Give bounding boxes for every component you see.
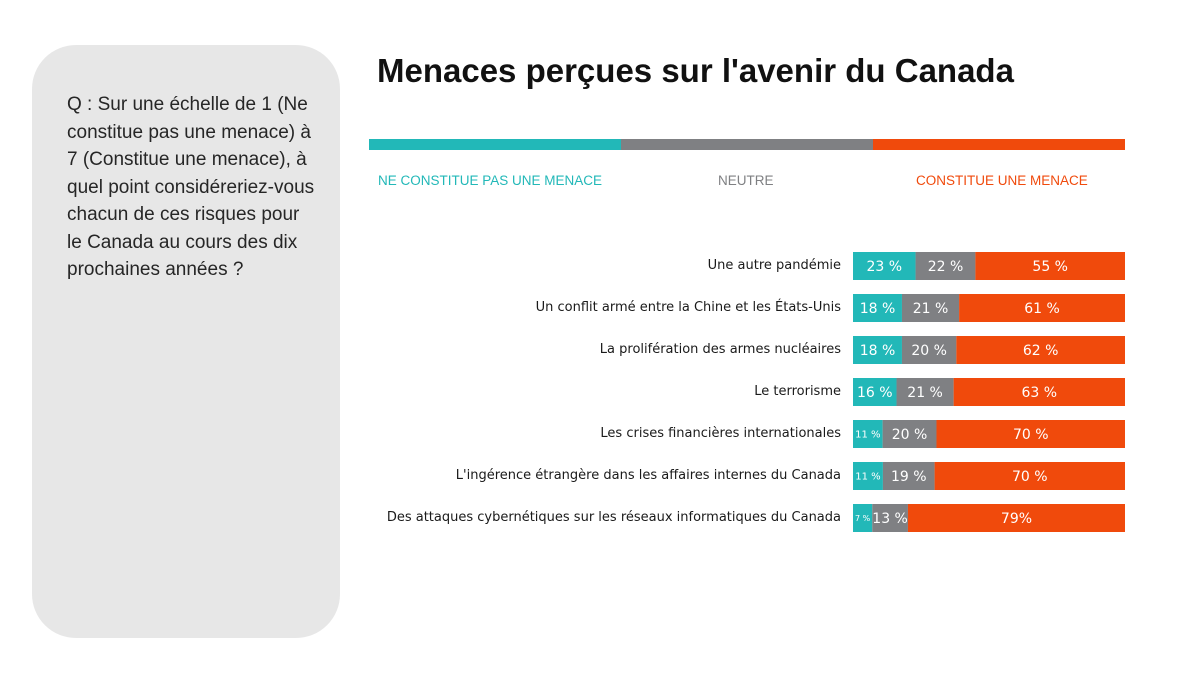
data-label-not-threat: 11 % (855, 430, 880, 441)
data-label-neutral: 22 % (928, 259, 964, 275)
scale-segment-threat (873, 139, 1125, 150)
bar-segment-not-threat (853, 336, 902, 364)
data-label-not-threat: 11 % (855, 472, 880, 483)
bar-segment-threat (953, 378, 1125, 406)
bar-segment-not-threat (853, 420, 883, 448)
scale-segment-neutral (621, 139, 873, 150)
bar-segment-neutral (872, 504, 908, 532)
category-label: La prolifération des armes nucléaires (600, 342, 841, 357)
bar-segment-threat (959, 294, 1125, 322)
data-label-threat: 55 % (1032, 259, 1068, 275)
data-label-not-threat: 16 % (857, 385, 893, 401)
bar-segment-threat (936, 420, 1125, 448)
chart-title: Menaces perçues sur l'avenir du Canada (377, 52, 1014, 89)
bar-segment-neutral (901, 336, 957, 364)
data-label-neutral: 20 % (911, 343, 947, 359)
scale-segment-not-threat (369, 139, 621, 150)
bar-segment-neutral (882, 462, 935, 490)
data-label-neutral: 21 % (907, 385, 943, 401)
data-label-not-threat: 18 % (860, 343, 896, 359)
category-label: L'ingérence étrangère dans les affaires … (456, 468, 841, 483)
bar-segment-not-threat (853, 462, 883, 490)
data-label-not-threat: 18 % (860, 301, 896, 317)
category-label: Un conflit armé entre la Chine et les Ét… (536, 299, 842, 315)
data-label-neutral: 21 % (913, 301, 949, 317)
data-label-neutral: 19 % (891, 469, 927, 485)
data-label-neutral: 13 % (872, 511, 908, 527)
category-label: Les crises financières internationales (600, 426, 841, 441)
data-label-not-threat: 23 % (866, 259, 902, 275)
bar-segment-not-threat (853, 378, 897, 406)
data-label-threat: 62 % (1023, 343, 1059, 359)
category-label: Le terrorisme (754, 384, 841, 399)
category-label: Des attaques cybernétiques sur les résea… (387, 510, 841, 525)
data-label-threat: 70 % (1012, 469, 1048, 485)
legend-neutral: NEUTRE (718, 173, 774, 188)
data-label-threat: 79% (1001, 511, 1032, 527)
data-label-threat: 70 % (1013, 427, 1049, 443)
bar-segment-threat (934, 462, 1125, 490)
bar-segment-not-threat (853, 504, 873, 532)
scale-bar (369, 139, 1125, 150)
data-label-neutral: 20 % (892, 427, 928, 443)
data-label-not-threat: 7 % (855, 514, 871, 523)
legend-not-threat: NE CONSTITUE PAS UNE MENACE (378, 173, 603, 188)
bar-segment-neutral (896, 378, 954, 406)
data-label-threat: 61 % (1024, 301, 1060, 317)
bar-segment-not-threat (853, 294, 902, 322)
bar-segment-neutral (915, 252, 976, 280)
bar-segment-threat (975, 252, 1125, 280)
bar-segment-neutral (882, 420, 937, 448)
legend-threat: CONSTITUE UNE MENACE (916, 173, 1088, 188)
bar-segment-not-threat (853, 252, 916, 280)
bar-segment-threat (907, 504, 1125, 532)
data-label-threat: 63 % (1022, 385, 1058, 401)
bar-segment-neutral (901, 294, 960, 322)
category-label: Une autre pandémie (708, 258, 841, 273)
question-panel: Q : Sur une échelle de 1 (Ne constitue p… (32, 45, 340, 638)
bar-segment-threat (956, 336, 1125, 364)
question-text: Q : Sur une échelle de 1 (Ne constitue p… (67, 94, 315, 280)
